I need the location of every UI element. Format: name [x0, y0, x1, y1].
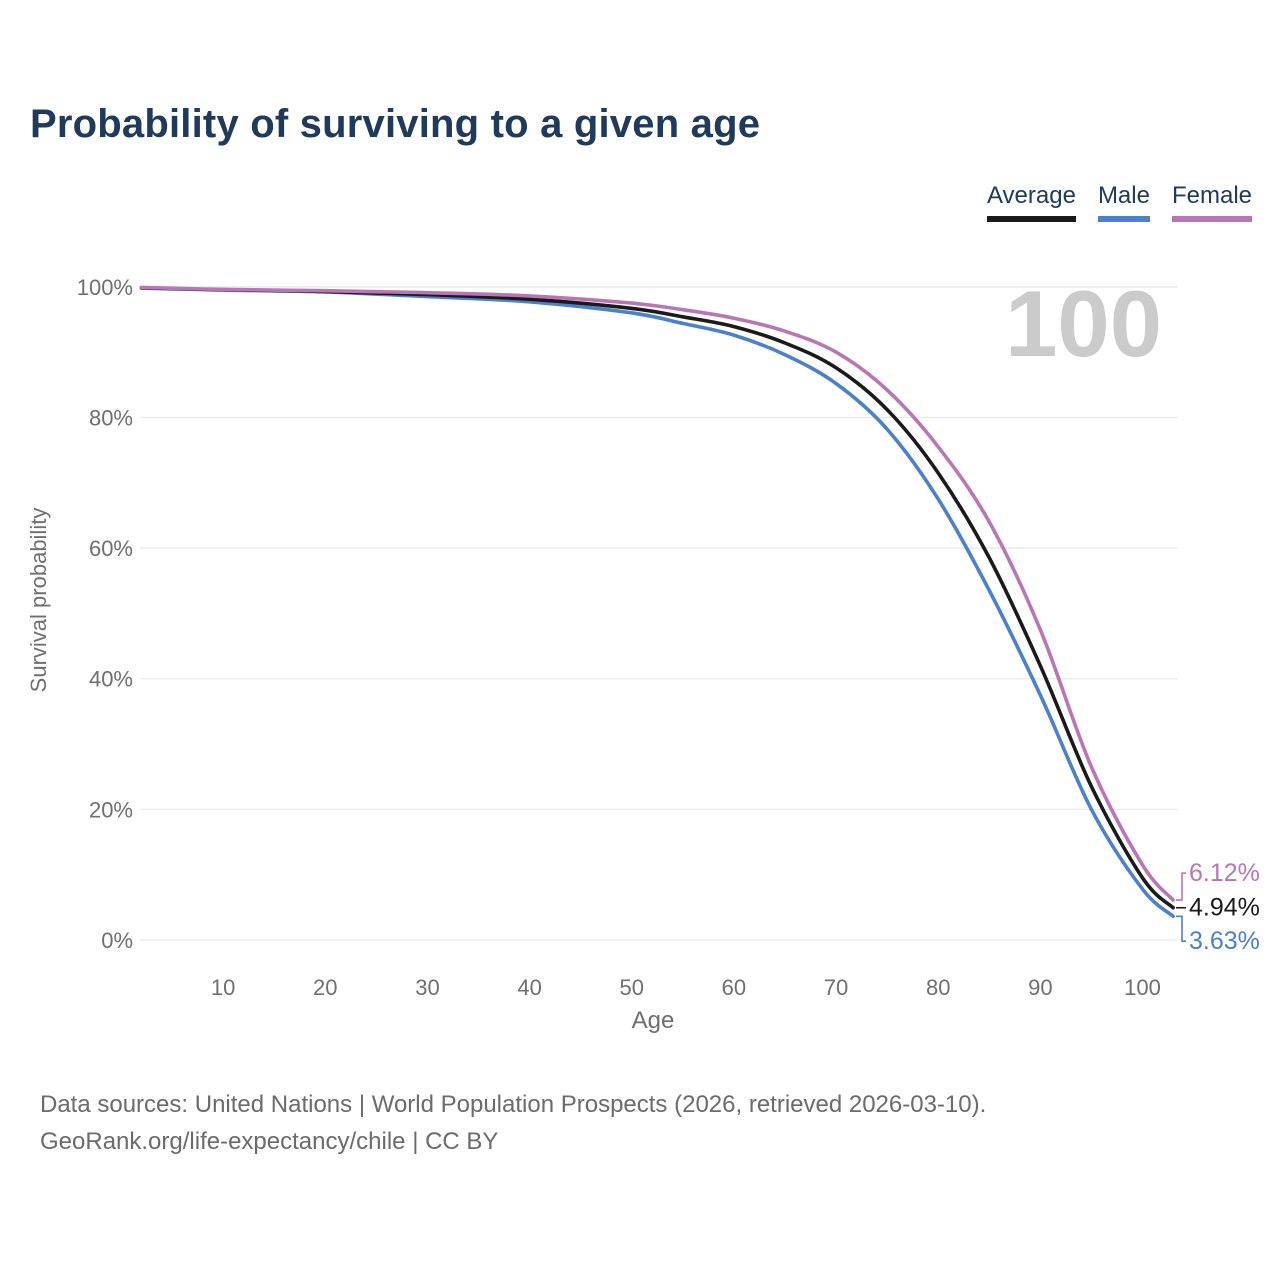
end-connector-male [1176, 915, 1186, 943]
legend-item-male[interactable]: Male [1097, 182, 1150, 223]
curve-average [139, 285, 1175, 910]
x-tick-label: 60 [722, 975, 746, 1000]
x-tick-label: 10 [211, 975, 235, 1000]
x-tick-label: 20 [313, 975, 337, 1000]
curve-male [139, 286, 1175, 919]
x-tick-label: 100 [1124, 975, 1161, 1000]
chart-title: Probability of surviving to a given age [30, 102, 761, 146]
x-axis-label: Age [632, 1007, 675, 1034]
y-tick-label: 60% [89, 536, 133, 561]
x-tick-label: 50 [620, 975, 644, 1000]
x-tick-label: 30 [415, 975, 439, 1000]
y-tick-label: 100% [77, 275, 133, 300]
legend-item-female[interactable]: Female [1171, 182, 1252, 223]
x-tick-label: 80 [926, 975, 950, 1000]
end-connector-female [1176, 872, 1186, 901]
end-label-female: 6.12% [1189, 859, 1260, 887]
y-tick-label: 40% [89, 667, 133, 692]
end-label-male: 3.63% [1189, 927, 1260, 955]
footer-attribution: GeoRank.org/life-expectancy/chile | CC B… [40, 1128, 499, 1155]
y-tick-label: 20% [89, 797, 133, 822]
watermark-100: 100 [1005, 271, 1162, 376]
footer-data-sources: Data sources: United Nations | World Pop… [40, 1091, 987, 1118]
legend: Average Male Female [986, 182, 1252, 223]
x-tick-label: 70 [824, 975, 848, 1000]
x-tick-label: 40 [517, 975, 541, 1000]
x-tick-label: 90 [1028, 975, 1052, 1000]
legend-item-average[interactable]: Average [986, 182, 1076, 223]
y-axis-label: Survival probability [26, 508, 51, 693]
y-tick-label: 80% [89, 405, 133, 430]
y-tick-label: 0% [101, 928, 133, 953]
curve-female [139, 285, 1175, 902]
end-label-average: 4.94% [1189, 894, 1260, 922]
footer: Data sources: United Nations | World Pop… [40, 1086, 986, 1160]
